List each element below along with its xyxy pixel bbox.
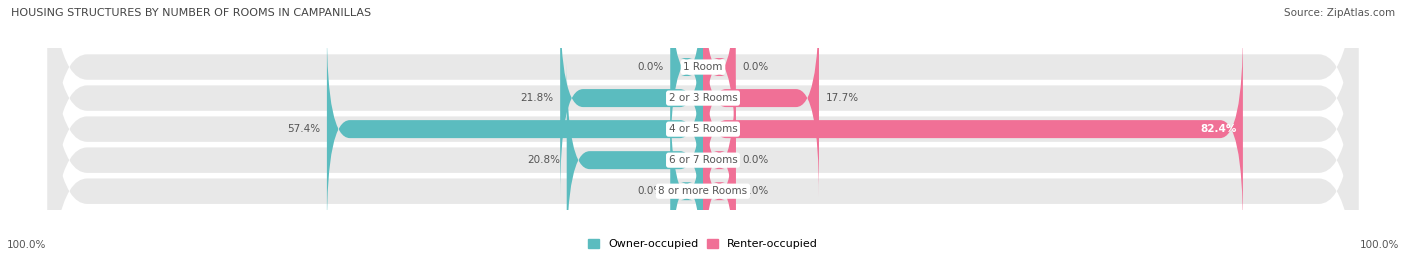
FancyBboxPatch shape bbox=[48, 0, 1358, 269]
FancyBboxPatch shape bbox=[560, 0, 703, 198]
FancyBboxPatch shape bbox=[48, 0, 1358, 240]
FancyBboxPatch shape bbox=[48, 0, 1358, 269]
Text: 100.0%: 100.0% bbox=[1360, 240, 1399, 250]
FancyBboxPatch shape bbox=[703, 91, 735, 269]
Legend: Owner-occupied, Renter-occupied: Owner-occupied, Renter-occupied bbox=[588, 239, 818, 249]
Text: 100.0%: 100.0% bbox=[7, 240, 46, 250]
Text: 0.0%: 0.0% bbox=[742, 186, 769, 196]
Text: 0.0%: 0.0% bbox=[637, 62, 664, 72]
FancyBboxPatch shape bbox=[328, 30, 703, 229]
Text: 21.8%: 21.8% bbox=[520, 93, 554, 103]
FancyBboxPatch shape bbox=[703, 0, 735, 167]
FancyBboxPatch shape bbox=[671, 91, 703, 269]
Text: 57.4%: 57.4% bbox=[287, 124, 321, 134]
Text: 0.0%: 0.0% bbox=[637, 186, 664, 196]
Text: 17.7%: 17.7% bbox=[825, 93, 859, 103]
Text: 0.0%: 0.0% bbox=[742, 62, 769, 72]
FancyBboxPatch shape bbox=[48, 0, 1358, 269]
FancyBboxPatch shape bbox=[703, 30, 1243, 229]
Text: HOUSING STRUCTURES BY NUMBER OF ROOMS IN CAMPANILLAS: HOUSING STRUCTURES BY NUMBER OF ROOMS IN… bbox=[11, 8, 371, 18]
Text: 2 or 3 Rooms: 2 or 3 Rooms bbox=[669, 93, 737, 103]
Text: 8 or more Rooms: 8 or more Rooms bbox=[658, 186, 748, 196]
Text: 0.0%: 0.0% bbox=[742, 155, 769, 165]
Text: 4 or 5 Rooms: 4 or 5 Rooms bbox=[669, 124, 737, 134]
FancyBboxPatch shape bbox=[703, 61, 735, 260]
Text: 6 or 7 Rooms: 6 or 7 Rooms bbox=[669, 155, 737, 165]
FancyBboxPatch shape bbox=[567, 61, 703, 260]
FancyBboxPatch shape bbox=[671, 0, 703, 167]
Text: 1 Room: 1 Room bbox=[683, 62, 723, 72]
FancyBboxPatch shape bbox=[48, 18, 1358, 269]
Text: 82.4%: 82.4% bbox=[1199, 124, 1236, 134]
Text: 20.8%: 20.8% bbox=[527, 155, 560, 165]
FancyBboxPatch shape bbox=[703, 0, 818, 198]
Text: Source: ZipAtlas.com: Source: ZipAtlas.com bbox=[1284, 8, 1395, 18]
